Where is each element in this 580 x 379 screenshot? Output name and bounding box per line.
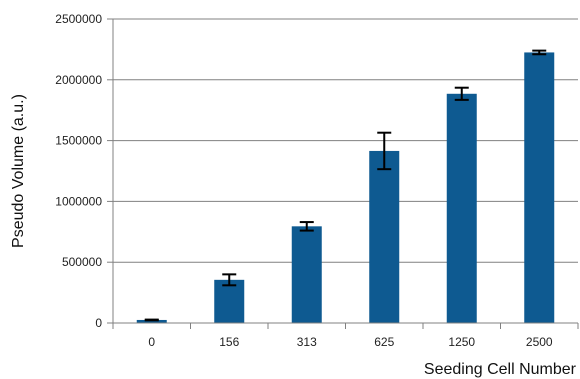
x-tick-label: 2500 bbox=[526, 335, 553, 349]
bars bbox=[136, 52, 555, 323]
x-tick-label: 625 bbox=[374, 335, 394, 349]
x-tick-label: 0 bbox=[148, 335, 155, 349]
x-tick-label: 156 bbox=[219, 335, 239, 349]
bar bbox=[446, 93, 477, 323]
bar bbox=[291, 226, 322, 323]
y-tick-label: 1500000 bbox=[55, 134, 102, 148]
bar bbox=[214, 279, 245, 323]
x-tick-label: 313 bbox=[297, 335, 317, 349]
bar bbox=[524, 52, 555, 323]
y-axis-title: Pseudo Volume (a.u.) bbox=[10, 94, 27, 248]
y-tick-label: 1000000 bbox=[55, 194, 102, 208]
gridlines bbox=[113, 18, 578, 263]
x-tick-label: 1250 bbox=[448, 335, 475, 349]
y-axis-ticks: 0 500000 1000000 1500000 2000000 2500000 bbox=[55, 12, 113, 330]
bar bbox=[136, 319, 167, 323]
y-tick-label: 500000 bbox=[62, 255, 102, 269]
y-tick-label: 2000000 bbox=[55, 73, 102, 87]
y-tick-label: 0 bbox=[95, 316, 102, 330]
error-bars bbox=[144, 49, 547, 322]
x-axis-ticks: 0 156 313 625 1250 2500 bbox=[112, 323, 579, 349]
bar bbox=[369, 150, 400, 323]
axes bbox=[112, 19, 578, 324]
x-axis-title: Seeding Cell Number bbox=[424, 361, 577, 378]
y-tick-label: 2500000 bbox=[55, 12, 102, 26]
